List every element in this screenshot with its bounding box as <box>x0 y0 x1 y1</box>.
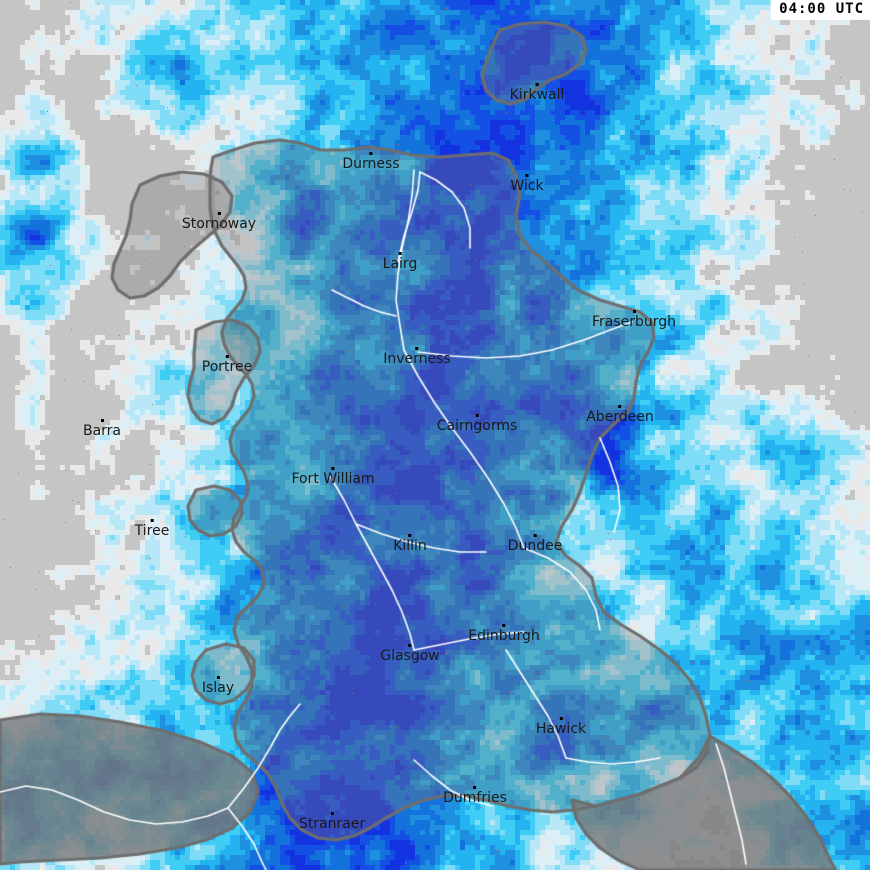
city-label-durness: Durness <box>342 152 400 172</box>
city-name-text: Hawick <box>535 721 587 737</box>
city-label-tiree: Tiree <box>134 519 170 539</box>
city-name-text: Portree <box>201 359 253 375</box>
city-name-text: Stranraer <box>298 816 366 832</box>
city-label-killin: Killin <box>393 534 427 553</box>
city-name-text: Glasgow <box>380 648 440 664</box>
city-label-fort-william: Fort William <box>291 467 375 487</box>
city-name-text: Fort William <box>291 471 375 487</box>
city-name-text: Cairngorms <box>436 418 518 434</box>
city-name-text: Durness <box>342 156 400 172</box>
city-marker-dot <box>535 83 539 86</box>
city-label-dundee: Dundee <box>507 534 563 554</box>
city-marker-dot <box>100 419 104 422</box>
city-name-text: Wick <box>510 178 544 194</box>
city-label-lairg: Lairg <box>382 252 418 272</box>
city-marker-dot <box>216 676 220 679</box>
city-label-islay: Islay <box>202 676 234 695</box>
city-name-text: Edinburgh <box>468 628 540 644</box>
city-marker-dot <box>502 624 506 627</box>
city-name-text: Stornoway <box>181 216 257 232</box>
city-label-barra: Barra <box>83 419 121 438</box>
city-label-glasgow: Glasgow <box>380 644 440 663</box>
city-name-text: Killin <box>393 538 427 554</box>
city-label-stranraer: Stranraer <box>299 812 365 831</box>
city-marker-dot <box>408 534 412 537</box>
city-label-edinburgh: Edinburgh <box>468 624 540 643</box>
city-marker-dot <box>217 212 221 215</box>
city-marker-dot <box>473 786 477 789</box>
city-name-text: Fraserburgh <box>591 314 677 330</box>
city-marker-dot <box>369 152 373 155</box>
city-name-text: Aberdeen <box>586 409 654 425</box>
city-marker-dot <box>525 174 529 177</box>
city-name-text: Kirkwall <box>509 87 565 103</box>
city-label-stornoway: Stornoway <box>182 212 256 231</box>
city-label-wick: Wick <box>510 174 544 194</box>
city-marker-dot <box>408 644 412 647</box>
city-marker-dot <box>533 534 537 537</box>
city-marker-dot <box>150 519 154 522</box>
city-label-dumfries: Dumfries <box>443 786 507 805</box>
timestamp-badge: 04:00 UTC <box>771 0 870 20</box>
city-name-text: Tiree <box>134 523 170 539</box>
city-name-text: Dundee <box>507 538 563 554</box>
city-label-portree: Portree <box>202 355 252 374</box>
city-marker-dot <box>331 467 335 470</box>
city-label-inverness: Inverness <box>383 347 451 367</box>
city-name-text: Barra <box>82 423 122 439</box>
city-marker-dot <box>398 252 402 255</box>
city-label-cairngorms: Cairngorms <box>436 414 518 434</box>
city-name-text: Islay <box>201 680 235 696</box>
city-marker-dot <box>415 347 419 350</box>
city-label-kirkwall: Kirkwall <box>509 83 565 103</box>
city-marker-dot <box>475 414 479 417</box>
city-name-text: Dumfries <box>443 790 507 806</box>
city-label-hawick: Hawick <box>536 717 586 736</box>
city-marker-dot <box>330 812 334 815</box>
city-marker-dot <box>225 355 229 358</box>
city-label-fraserburgh: Fraserburgh <box>592 310 676 329</box>
city-marker-dot <box>559 717 563 720</box>
city-marker-dot <box>618 405 622 408</box>
city-name-text: Lairg <box>382 256 418 272</box>
city-marker-dot <box>632 310 636 313</box>
city-label-aberdeen: Aberdeen <box>586 405 654 424</box>
city-name-text: Inverness <box>383 351 451 367</box>
